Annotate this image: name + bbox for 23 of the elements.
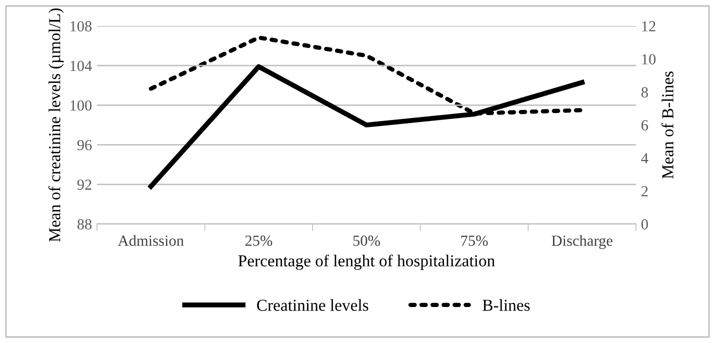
y-tick-label: 108 [70,21,92,32]
y-tick-label: 92 [77,180,92,190]
y-tick-label: 96 [77,140,92,150]
legend-label: Creatinine levels [257,299,368,311]
x-tick-label: 50% [353,236,380,246]
y-tick-label: 88 [77,219,92,230]
x-tick-label: Discharge [552,235,612,250]
y-axis-title: Mean of creatinine levels (µmol/L) [48,8,64,242]
y2-tick-label: 0 [641,219,648,230]
x-tick-label: Admission [118,235,184,246]
legend-label: B-lines [482,299,530,311]
y2-tick-label: 6 [642,120,648,130]
y-tick-label: 100 [70,100,92,111]
x-tick-label: 75% [461,236,488,246]
x-axis-title: Percentage of lenght of hospitalization [238,254,495,270]
y2-tick-label: 2 [642,186,648,196]
y2-tick-label: 10 [642,54,656,64]
x-tick-label: 25% [245,236,272,246]
y2-tick-label: 8 [641,87,648,98]
y-tick-label: 104 [70,60,92,72]
y2-tick-label: 4 [641,153,648,164]
y2-tick-label: 12 [642,21,656,32]
y2-axis-title: Mean of B-lines [662,71,674,179]
